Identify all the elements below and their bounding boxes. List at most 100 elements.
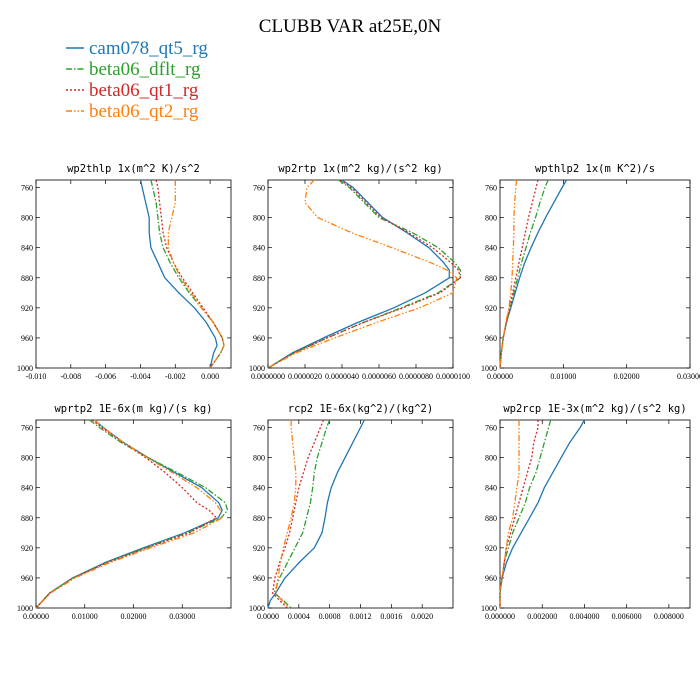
y-tick-label: 880 xyxy=(253,514,265,523)
x-tick-label: 0.002000 xyxy=(527,612,557,621)
series-line-beta06_qt2_rg xyxy=(167,180,225,369)
x-tick-label: 0.000 xyxy=(201,372,219,381)
series-line-beta06_dflt_rg xyxy=(150,179,225,369)
plot-frame xyxy=(499,179,691,369)
panel-4: wprtp2 1E-6x(m kg)/(s kg) 760 800 840 880 920… xyxy=(17,403,232,621)
y-tick-label: 960 xyxy=(485,574,497,583)
series-line-beta06_qt1_rg xyxy=(499,179,539,369)
series-line-cam078_qt5_rg xyxy=(267,179,450,369)
x-tick-label: -0.010 xyxy=(26,372,47,381)
y-tick-label: 800 xyxy=(253,454,265,463)
series-line-beta06_qt2_rg xyxy=(499,179,518,369)
y-tick-label: 840 xyxy=(253,484,265,493)
y-tick-label: 760 xyxy=(21,424,33,433)
x-tick-label: 0.02000 xyxy=(614,372,640,381)
panel-3: wpthlp2 1x(m K^2)/s 760 800 840 880 920 960 100… xyxy=(481,163,700,381)
series-line-beta06_qt1_rg xyxy=(499,420,539,608)
series-line-beta06_dflt_rg xyxy=(499,419,552,608)
series-line-cam078_qt5_rg xyxy=(499,179,568,369)
y-tick-label: 1000 xyxy=(17,364,33,373)
panel-title: wp2thlp 1x(m^2 K)/s^2 xyxy=(67,163,200,175)
panel-title: wprtp2 1E-6x(m kg)/(s kg) xyxy=(54,403,212,415)
y-tick-label: 920 xyxy=(21,544,33,553)
x-tick-label: 0.0000000 xyxy=(251,372,285,381)
series-line-beta06_qt1_rg xyxy=(35,419,218,609)
x-tick-label: 0.000000 xyxy=(485,612,515,621)
panels: wp2thlp 1x(m^2 K)/s^2 760 800 840 880 920 960 1… xyxy=(17,163,700,621)
legend-label: cam078_qt5_rg xyxy=(89,38,208,59)
y-tick-label: 960 xyxy=(21,574,33,583)
y-tick-label: 1000 xyxy=(249,604,265,613)
series-line-beta06_qt1_rg xyxy=(155,179,225,369)
series-line-beta06_qt2_rg xyxy=(499,420,520,608)
y-tick-label: 960 xyxy=(253,574,265,583)
y-tick-label: 1000 xyxy=(249,364,265,373)
y-tick-label: 880 xyxy=(21,514,33,523)
y-tick-label: 880 xyxy=(485,274,497,283)
x-tick-label: 0.0000100 xyxy=(436,372,470,381)
series-line-cam078_qt5_rg xyxy=(267,419,365,609)
y-tick-label: 1000 xyxy=(481,604,497,613)
y-tick-label: 800 xyxy=(21,214,33,223)
legend-label: beta06_qt2_rg xyxy=(89,101,199,122)
series-line-cam078_qt5_rg xyxy=(35,419,223,609)
plot-frame xyxy=(35,179,232,369)
x-tick-label: 0.0000040 xyxy=(325,372,359,381)
y-tick-label: 760 xyxy=(485,424,497,433)
y-tick-label: 920 xyxy=(21,304,33,313)
x-tick-label: 0.006000 xyxy=(612,612,642,621)
y-tick-label: 920 xyxy=(485,304,497,313)
panel-title: rcp2 1E-6x(kg^2)/(kg^2) xyxy=(288,403,433,415)
x-tick-label: 0.01000 xyxy=(72,612,98,621)
panel-6: wp2rcp 1E-3x(m^2 kg)/(s^2 kg) 760 800 840 88… xyxy=(481,403,691,621)
y-tick-label: 1000 xyxy=(481,364,497,373)
y-tick-label: 920 xyxy=(253,304,265,313)
x-tick-label: 0.0016 xyxy=(380,612,402,621)
x-tick-label: 0.0000060 xyxy=(362,372,396,381)
x-tick-label: 0.004000 xyxy=(569,612,599,621)
x-tick-label: 0.0012 xyxy=(350,612,372,621)
x-tick-label: -0.006 xyxy=(95,372,116,381)
y-tick-label: 880 xyxy=(485,514,497,523)
x-tick-label: -0.002 xyxy=(165,372,186,381)
y-tick-label: 840 xyxy=(485,244,497,253)
panel-1: wp2thlp 1x(m^2 K)/s^2 760 800 840 880 920 960 1… xyxy=(17,163,232,381)
y-tick-label: 1000 xyxy=(17,604,33,613)
series-line-beta06_qt2_rg xyxy=(267,179,458,369)
y-tick-label: 960 xyxy=(485,334,497,343)
y-tick-label: 760 xyxy=(253,424,265,433)
plot-frame xyxy=(267,179,454,369)
panel-5: rcp2 1E-6x(kg^2)/(kg^2) 760 800 840 880 920 96… xyxy=(249,403,454,621)
y-tick-label: 800 xyxy=(21,454,33,463)
y-tick-label: 760 xyxy=(21,184,33,193)
x-tick-label: 0.02000 xyxy=(121,612,147,621)
panel-title: wpthlp2 1x(m K^2)/s xyxy=(535,163,655,175)
x-tick-label: 0.01000 xyxy=(550,372,576,381)
series-line-beta06_dflt_rg xyxy=(499,179,549,369)
y-tick-label: 840 xyxy=(485,484,497,493)
y-tick-label: 880 xyxy=(253,274,265,283)
series-line-beta06_qt1_rg xyxy=(267,179,462,369)
x-tick-label: 0.0000020 xyxy=(288,372,322,381)
series-line-beta06_qt2_rg xyxy=(35,419,223,609)
series-line-beta06_dflt_rg xyxy=(273,419,331,609)
x-tick-label: 0.008000 xyxy=(654,612,684,621)
y-tick-label: 760 xyxy=(253,184,265,193)
figure-title: CLUBB VAR at25E,0N xyxy=(259,16,442,37)
series-line-beta06_qt2_rg xyxy=(275,420,297,609)
y-tick-label: 920 xyxy=(485,544,497,553)
panel-title: wp2rtp 1x(m^2 kg)/(s^2 kg) xyxy=(278,163,442,175)
panel-2: wp2rtp 1x(m^2 kg)/(s^2 kg) 760 800 840 880 92… xyxy=(249,163,470,381)
x-tick-label: 0.0000 xyxy=(257,612,279,621)
legend: cam078_qt5_rgbeta06_dflt_rgbeta06_qt1_rg… xyxy=(66,38,208,122)
panel-title: wp2rcp 1E-3x(m^2 kg)/(s^2 kg) xyxy=(503,403,686,415)
legend-label: beta06_dflt_rg xyxy=(89,59,201,80)
y-tick-label: 880 xyxy=(21,274,33,283)
y-tick-label: 800 xyxy=(485,214,497,223)
y-tick-label: 960 xyxy=(21,334,33,343)
legend-label: beta06_qt1_rg xyxy=(89,80,199,101)
series-line-beta06_qt1_rg xyxy=(271,419,325,609)
x-tick-label: 0.0000080 xyxy=(399,372,433,381)
y-tick-label: 760 xyxy=(485,184,497,193)
